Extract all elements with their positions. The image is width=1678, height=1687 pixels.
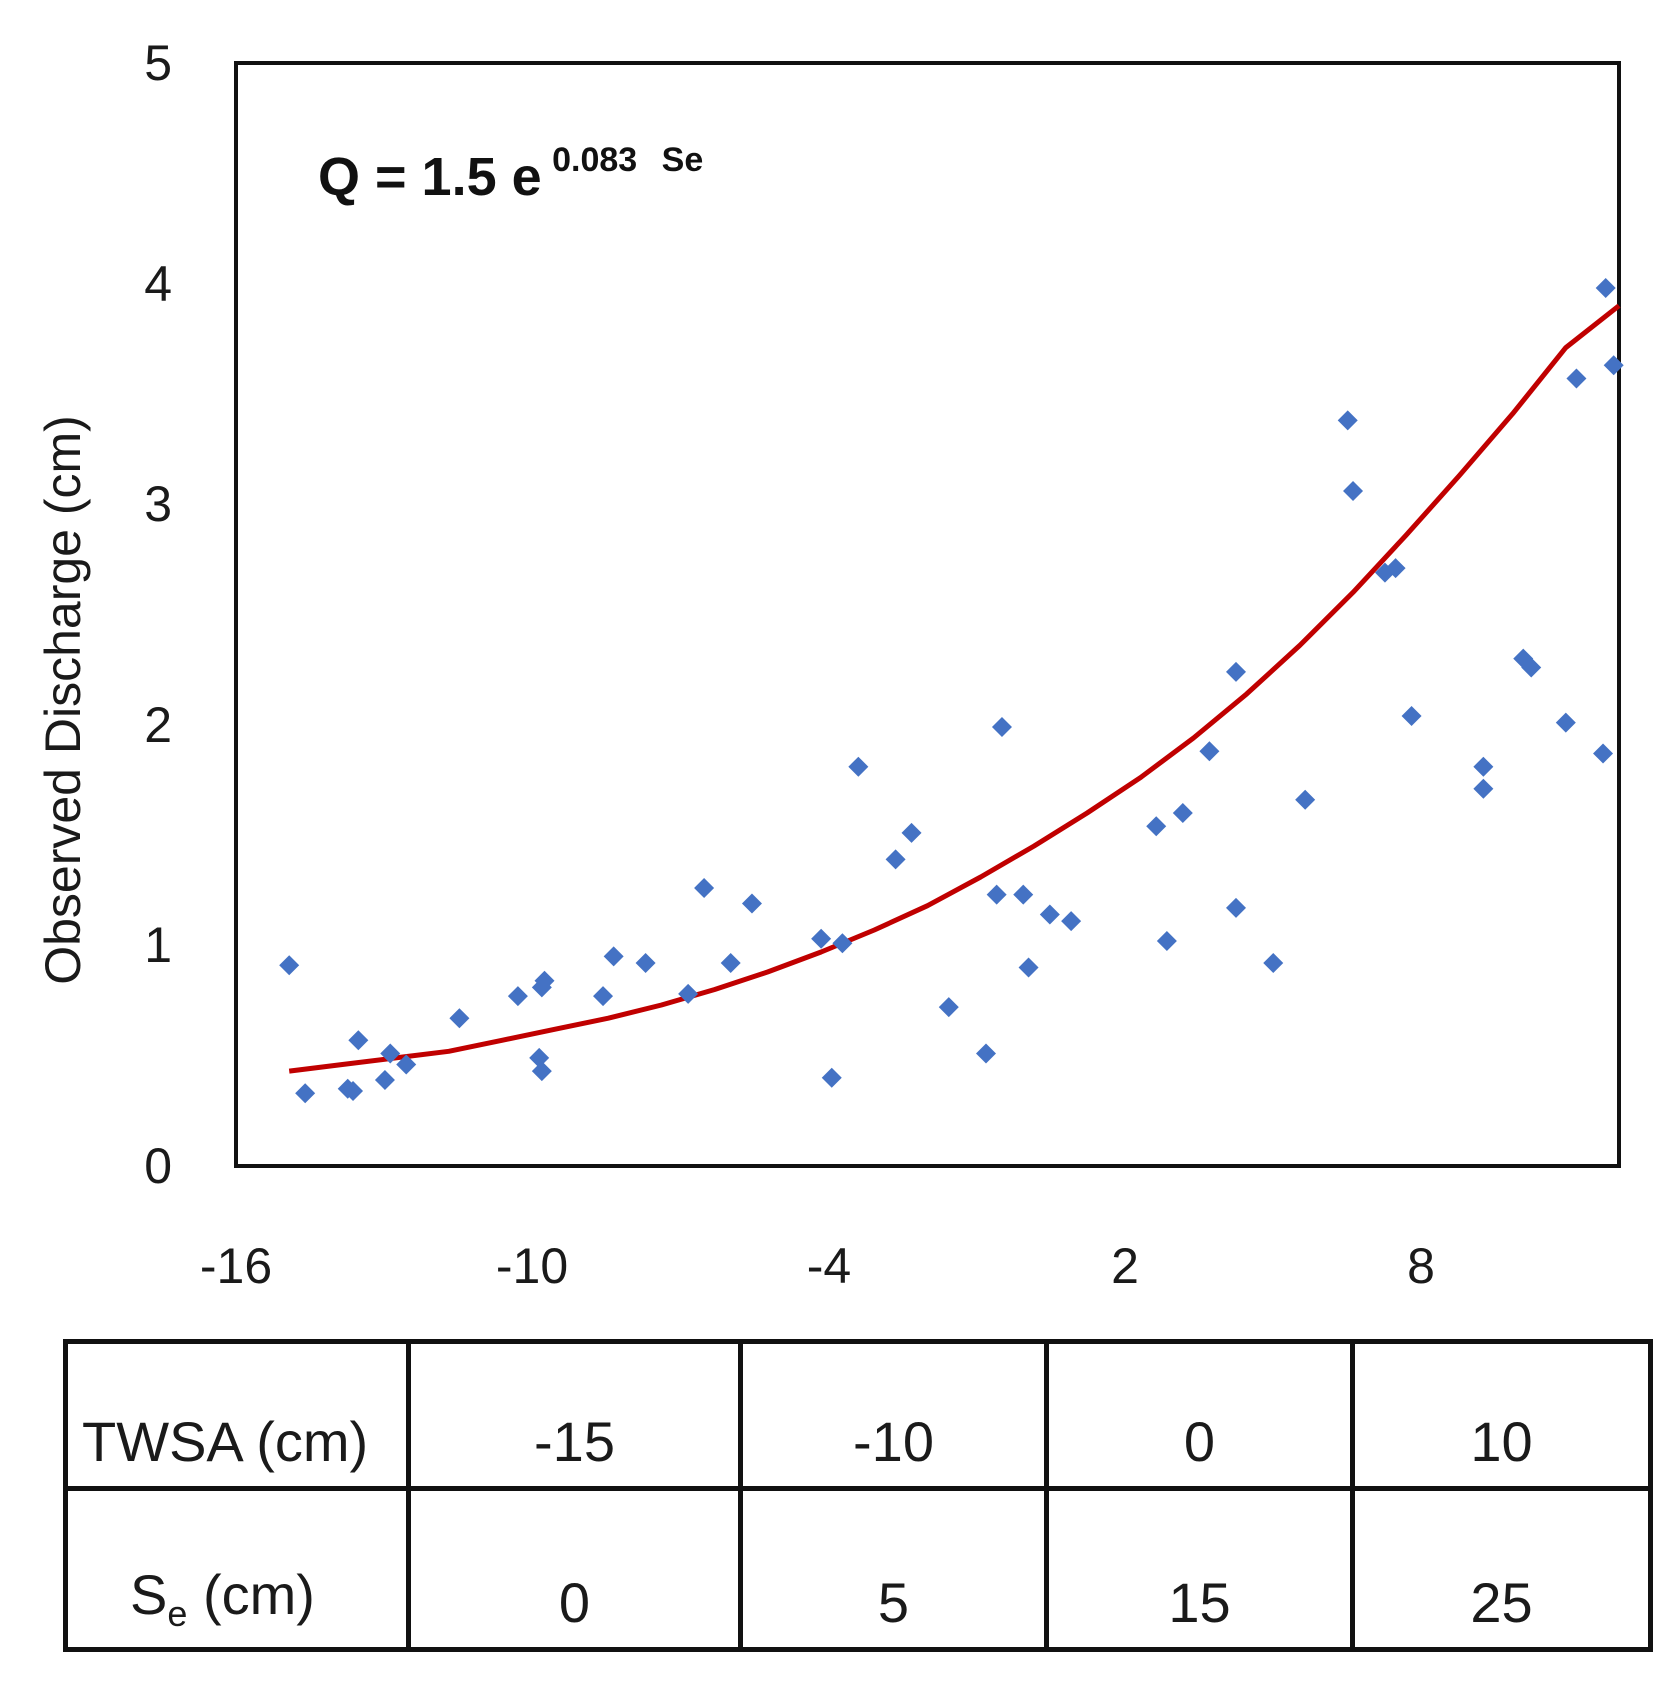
- data-point: [1401, 705, 1422, 726]
- data-point: [976, 1043, 997, 1064]
- data-point: [1018, 957, 1039, 978]
- x-tick-label: -10: [496, 1238, 568, 1294]
- data-point: [1199, 741, 1220, 762]
- fit-equation-exponent: 0.083: [552, 141, 637, 179]
- y-tick-label: 3: [144, 476, 172, 532]
- fit-equation-exponent-var: Se: [662, 141, 704, 179]
- data-point: [1337, 410, 1358, 431]
- data-point: [380, 1043, 401, 1064]
- data-point: [1593, 743, 1614, 764]
- data-point: [1295, 789, 1316, 810]
- data-point: [1226, 897, 1247, 918]
- data-point: [848, 756, 869, 777]
- y-tick-label: 5: [144, 35, 172, 91]
- data-point: [374, 1069, 395, 1090]
- data-point: [678, 983, 699, 1004]
- data-point: [1555, 712, 1576, 733]
- table-cell: 0: [1044, 1339, 1355, 1491]
- data-point: [694, 878, 715, 899]
- data-point: [1039, 904, 1060, 925]
- data-point: [534, 970, 555, 991]
- data-point: [832, 933, 853, 954]
- x-tick-label: -16: [200, 1238, 272, 1294]
- table-cell: 25: [1350, 1485, 1653, 1653]
- y-tick-label: 4: [144, 256, 172, 312]
- data-point: [1595, 278, 1616, 299]
- data-point: [821, 1067, 842, 1088]
- x-axis-ticks: -16 -10 -4 2 8: [200, 1238, 1435, 1294]
- se-label-main: S: [130, 1562, 168, 1626]
- table-cell: 5: [738, 1485, 1049, 1653]
- y-axis-ticks: 0 1 2 3 4 5: [144, 35, 172, 1194]
- plot-frame: [234, 61, 1621, 1168]
- table-row: Se (cm) 0 5 15 25: [63, 1485, 1653, 1653]
- table-cell: 10: [1350, 1339, 1653, 1491]
- table-cell: -15: [406, 1339, 743, 1491]
- table-cell: 0: [406, 1485, 743, 1653]
- data-point: [1146, 816, 1167, 837]
- table-cell: 15: [1044, 1485, 1355, 1653]
- y-tick-label: 2: [144, 697, 172, 753]
- data-point: [603, 946, 624, 967]
- data-point: [1566, 368, 1587, 389]
- y-tick-label: 1: [144, 917, 172, 973]
- table-row: TWSA (cm) -15 -10 0 10: [63, 1339, 1653, 1491]
- data-point: [1473, 756, 1494, 777]
- data-point: [991, 717, 1012, 738]
- data-point: [279, 955, 300, 976]
- x-tick-label: 2: [1111, 1238, 1139, 1294]
- data-point: [593, 986, 614, 1007]
- x-tick-label: -4: [807, 1238, 851, 1294]
- data-point: [1172, 803, 1193, 824]
- data-point: [635, 953, 656, 974]
- data-point: [811, 928, 832, 949]
- data-point: [986, 884, 1007, 905]
- conversion-table: TWSA (cm) -15 -10 0 10 Se (cm) 0 5 15 25: [63, 1339, 1653, 1653]
- data-point: [901, 822, 922, 843]
- data-point: [1263, 953, 1284, 974]
- twsa-row-label: TWSA (cm): [63, 1339, 411, 1491]
- data-point: [720, 953, 741, 974]
- data-point: [449, 1008, 470, 1029]
- se-label-unit: (cm): [187, 1562, 315, 1626]
- data-point: [1603, 355, 1624, 376]
- data-point: [1061, 911, 1082, 932]
- y-tick-label: 0: [144, 1138, 172, 1194]
- se-label-sub: e: [167, 1593, 188, 1634]
- discharge-chart: 0 1 2 3 4 5 -16 -10 -4 2 8 Observed Disc…: [35, 35, 1624, 1294]
- data-point: [1385, 558, 1406, 579]
- data-point: [741, 893, 762, 914]
- se-row-label: Se (cm): [63, 1485, 411, 1653]
- y-axis-label: Observed Discharge (cm): [35, 415, 91, 985]
- data-point: [1343, 480, 1364, 501]
- data-point: [348, 1030, 369, 1051]
- data-point: [1473, 778, 1494, 799]
- fit-equation-main: Q = 1.5 e: [318, 147, 542, 207]
- fit-curve: [288, 303, 1621, 1074]
- data-point: [1156, 930, 1177, 951]
- data-point: [531, 1061, 552, 1082]
- x-tick-label: 8: [1407, 1238, 1435, 1294]
- data-point: [295, 1083, 316, 1104]
- data-point: [529, 1047, 550, 1068]
- fit-layer: [288, 303, 1621, 1074]
- data-point: [1013, 884, 1034, 905]
- table-cell: -10: [738, 1339, 1049, 1491]
- data-point: [507, 986, 528, 1007]
- data-point: [938, 997, 959, 1018]
- data-point: [1226, 661, 1247, 682]
- points-layer: [279, 278, 1624, 1104]
- data-point: [885, 849, 906, 870]
- data-point: [1521, 657, 1542, 678]
- data-point: [396, 1054, 417, 1075]
- data-point: [343, 1080, 364, 1101]
- fit-equation: Q = 1.5 e 0.083 Se: [318, 141, 703, 207]
